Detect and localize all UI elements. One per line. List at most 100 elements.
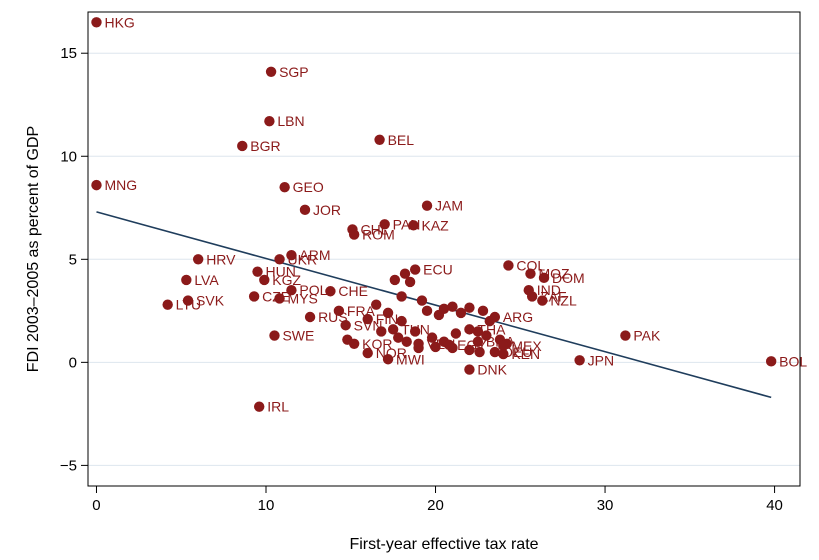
- data-point: [374, 134, 385, 145]
- data-point: [333, 305, 345, 317]
- y-tick-label: 5: [69, 251, 77, 268]
- data-point: [401, 336, 412, 347]
- data-label: THA: [477, 321, 506, 337]
- data-point: [162, 299, 173, 310]
- data-point: [340, 320, 351, 331]
- data-label: ECU: [423, 262, 453, 278]
- x-tick-label: 10: [258, 497, 275, 514]
- x-tick-label: 40: [766, 497, 783, 514]
- data-label: BOL: [779, 353, 807, 369]
- data-label: IRL: [267, 399, 289, 415]
- data-point: [304, 311, 316, 323]
- data-label: LVA: [194, 272, 219, 288]
- data-point: [389, 274, 401, 286]
- data-label: HKG: [104, 14, 134, 30]
- data-point: [443, 339, 455, 351]
- data-label: CHL: [360, 221, 388, 237]
- data-label: EGY: [457, 337, 487, 353]
- data-point: [399, 268, 411, 279]
- data-point: [274, 254, 285, 265]
- data-point: [489, 346, 501, 358]
- data-label: JOR: [313, 202, 341, 218]
- data-point: [404, 276, 416, 288]
- data-label: KGZ: [272, 272, 301, 288]
- y-tick-label: −5: [60, 457, 77, 474]
- data-label: SVN: [354, 317, 383, 333]
- fit-line: [96, 211, 772, 399]
- data-point: [498, 340, 509, 352]
- data-point: [438, 303, 450, 314]
- grid-lines: [88, 52, 800, 466]
- data-point: [192, 254, 204, 265]
- data-label: DNK: [477, 362, 507, 378]
- x-tick-label: 20: [427, 497, 444, 514]
- data-point: [269, 330, 280, 341]
- y-tick-label: 0: [69, 354, 77, 371]
- data-point: [472, 326, 484, 337]
- data-point: [252, 266, 263, 277]
- data-point: [393, 332, 404, 343]
- data-point: [474, 346, 485, 358]
- data-label: SGP: [279, 64, 309, 80]
- data-label: MNG: [104, 177, 137, 193]
- data-label: BGR: [250, 138, 280, 154]
- data-point: [348, 229, 360, 240]
- y-axis-title: FDI 2003–2005 as percent of GDP: [25, 126, 42, 372]
- data-point: [325, 286, 336, 297]
- data-point: [574, 355, 585, 366]
- data-point: [481, 330, 492, 341]
- data-point: [396, 291, 407, 302]
- data-point: [181, 274, 192, 286]
- data-label: JPN: [588, 352, 614, 368]
- data-point: [430, 341, 441, 353]
- data-point: [362, 313, 373, 325]
- data-point: [259, 274, 270, 286]
- data-point: [382, 354, 394, 365]
- fit-line-layer: [96, 211, 772, 399]
- data-point: [538, 272, 550, 284]
- data-point: [503, 260, 514, 271]
- data-point: [537, 295, 548, 306]
- data-label: LBN: [277, 113, 304, 129]
- data-point: [472, 336, 484, 347]
- data-point: [464, 364, 475, 375]
- data-point: [765, 356, 777, 367]
- data-point: [274, 293, 285, 304]
- data-point: [477, 305, 489, 317]
- data-point: [421, 305, 433, 317]
- data-point: [489, 311, 501, 323]
- data-label: CHE: [338, 283, 368, 299]
- axes-layer: −5 0 5 10 15 0 10 20 30 40: [60, 45, 783, 514]
- data-label: UKR: [288, 251, 318, 267]
- data-point: [525, 268, 536, 279]
- data-label: JAM: [435, 198, 463, 214]
- data-label: ROM: [362, 227, 395, 243]
- data-point: [421, 200, 433, 211]
- x-tick-label: 0: [92, 497, 100, 514]
- data-label: GEO: [293, 179, 324, 195]
- data-label: DOM: [552, 270, 585, 286]
- data-label: KAZ: [421, 217, 449, 233]
- data-label: SWE: [282, 328, 314, 344]
- data-point: [279, 181, 290, 193]
- data-point: [91, 179, 102, 191]
- data-point: [265, 66, 277, 77]
- data-point: [413, 338, 424, 349]
- data-point: [416, 295, 428, 306]
- data-point: [370, 299, 382, 310]
- data-point: [248, 291, 260, 302]
- data-point: [620, 330, 631, 341]
- data-point: [264, 116, 275, 127]
- data-label: IND: [537, 282, 561, 298]
- data-label: MYS: [288, 290, 318, 306]
- data-label: DEU: [503, 344, 533, 360]
- data-label: HRV: [206, 251, 236, 267]
- data-label: ARG: [503, 309, 533, 325]
- data-point: [254, 401, 265, 412]
- data-point: [299, 204, 311, 216]
- data-point: [464, 302, 475, 313]
- data-point: [91, 17, 102, 28]
